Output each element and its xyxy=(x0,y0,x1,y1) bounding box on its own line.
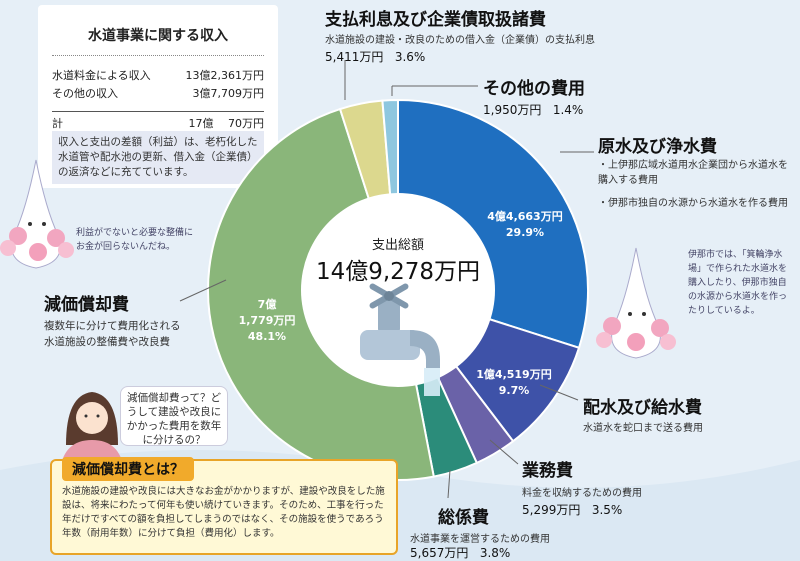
category-title-depreciation: 減価償却費 xyxy=(44,295,129,315)
center-label: 支出総額 xyxy=(371,238,424,253)
explanation-box: 減価償却費とは？ 水道施設の建設や改良には大きなお金がかかりますが、建設や改良を… xyxy=(50,457,398,555)
category-desc-depreciation-1: 複数年に分けて費用化される xyxy=(44,320,181,332)
income-label: その他の収入 xyxy=(52,87,118,100)
percent: 3.8% xyxy=(479,546,511,560)
category-desc-depreciation-2: 水道施設の整備費や改良費 xyxy=(44,336,170,348)
amount: 1,950万円 xyxy=(483,103,542,117)
income-panel: 水道事業に関する収入 水道料金による収入 13億2,361万円 その他の収入 3… xyxy=(38,5,278,188)
income-value: 13億2,361万円 xyxy=(185,69,265,82)
category-desc-business: 料金を収納するための費用 xyxy=(522,488,642,499)
category-title-distribution: 配水及び給水費 xyxy=(583,398,702,418)
leader-line-business xyxy=(489,439,519,465)
leader-line-distribution xyxy=(539,384,579,401)
slice-percent: 29.9% xyxy=(505,226,545,239)
slice-amount: 4億4,663万円 xyxy=(487,210,563,223)
category-desc-raw-water-1: ・上伊那広域水道用水企業団から水道水を購入する費用 xyxy=(598,160,788,186)
slice-amount: 7億 xyxy=(257,298,277,311)
percent: 3.5% xyxy=(591,503,623,517)
table-row: その他の収入 3億7,709万円 xyxy=(52,84,264,102)
category-desc-interest: 水道施設の建設・改良のための借入金（企業債）の支払利息 xyxy=(325,35,595,46)
slice-label-raw-water: 4億4,663万円 29.9% xyxy=(470,209,580,241)
income-total-row: 計 17億 70万円 xyxy=(52,111,264,131)
income-total-label: 計 xyxy=(52,117,63,130)
left-mascot-note: 利益がでないと必要な整備にお金が回らないんだね。 xyxy=(76,228,194,252)
category-title-general: 総係費 xyxy=(438,508,489,528)
table-row: 水道料金による収入 13億2,361万円 xyxy=(52,66,264,84)
income-table: 水道料金による収入 13億2,361万円 その他の収入 3億7,709万円 xyxy=(52,66,264,102)
income-total-value: 17億 70万円 xyxy=(188,117,265,130)
slice-amount: 1,779万円 xyxy=(238,314,296,327)
category-desc-general: 水道事業を運営するための費用 xyxy=(410,534,550,545)
slice-percent: 48.1% xyxy=(247,330,287,343)
income-note: 収入と支出の差額（利益）は、老朽化した水道管や配水池の更新、借入金（企業債）の返… xyxy=(52,131,264,184)
amount: 5,299万円 xyxy=(522,503,581,517)
category-title-other: その他の費用 xyxy=(483,79,585,99)
slice-label-depreciation: 7億 1,779万円 48.1% xyxy=(232,297,302,345)
right-mascot-note: 伊那市では、「箕輪浄水場」で作られた水道水を購入したり、伊那市独自の水源から水道… xyxy=(688,250,788,316)
faucet-icon xyxy=(360,283,440,396)
explanation-text: 水道施設の建設や改良には大きなお金がかかりますが、建設や改良をした施設は、将来に… xyxy=(62,486,385,539)
amount: 5,411万円 xyxy=(325,50,384,64)
income-panel-divider xyxy=(52,55,264,56)
center-total: 14億9,278万円 xyxy=(315,259,481,285)
category-title-raw-water: 原水及び浄水費 xyxy=(598,137,717,157)
right-mascot-icon xyxy=(596,247,676,359)
income-value: 3億7,709万円 xyxy=(192,87,265,100)
slice-percent: 9.7% xyxy=(498,384,530,397)
percent: 1.4% xyxy=(552,103,584,117)
explanation-title: 減価償却費とは？ xyxy=(62,457,194,481)
category-title-interest: 支払利息及び企業債取扱諸費 xyxy=(325,10,546,30)
slice-label-distribution: 1億4,519万円 9.7% xyxy=(466,367,562,399)
category-desc-distribution: 水道水を蛇口まで送る費用 xyxy=(583,423,703,434)
category-desc-raw-water-2: ・伊那市独自の水源から水道水を作る費用 xyxy=(598,198,788,209)
category-amount-other: 1,950万円 1.4% xyxy=(483,101,583,118)
question-bubble: 減価償却費って？どうして建設や改良にかかった費用を数年に分けるの？ xyxy=(120,386,228,446)
leader-line-depreciation xyxy=(179,279,227,302)
percent: 3.6% xyxy=(394,50,426,64)
leader-line-general xyxy=(447,469,451,499)
income-label: 水道料金による収入 xyxy=(52,69,151,82)
income-panel-title: 水道事業に関する収入 xyxy=(88,28,228,44)
category-title-business: 業務費 xyxy=(522,461,573,481)
amount: 5,657万円 xyxy=(410,546,469,560)
left-mascot-icon xyxy=(0,159,74,269)
slice-amount: 1億4,519万円 xyxy=(476,368,552,381)
category-amount-business: 5,299万円 3.5% xyxy=(522,501,622,518)
category-amount-general: 5,657万円 3.8% xyxy=(410,544,510,561)
category-amount-interest: 5,411万円 3.6% xyxy=(325,48,425,65)
